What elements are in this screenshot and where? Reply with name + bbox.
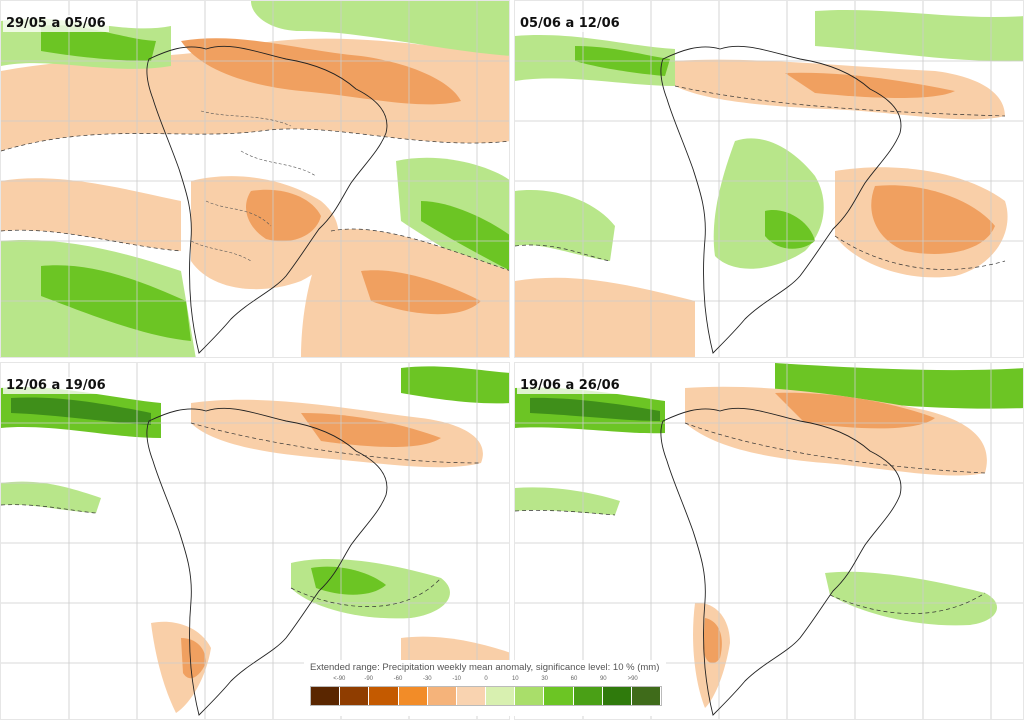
anomaly-field: [515, 9, 1023, 357]
legend-tick: -10: [452, 676, 462, 682]
dry-anomaly-southeast-strong: [361, 270, 481, 315]
dry-anomaly-south-tip-strong: [703, 618, 722, 664]
legend-title: Extended range: Precipitation weekly mea…: [310, 662, 660, 673]
dry-anomaly-south-atlantic-strong: [871, 185, 995, 254]
legend-swatch: [486, 687, 516, 705]
wet-anomaly-west: [515, 190, 615, 261]
map-panel-4: 19/06 a 26/06: [514, 362, 1024, 720]
legend-tick: -30: [422, 676, 432, 682]
significance-contour: [515, 85, 1006, 270]
panel-4-date-range: 19/06 a 26/06: [517, 377, 623, 394]
dry-anomaly-south-pacific: [515, 277, 695, 357]
legend-swatch: [602, 687, 632, 705]
wet-anomaly-south-atlantic-strong: [421, 201, 509, 270]
legend-tick: 30: [541, 676, 549, 682]
significance-contour: [515, 422, 986, 614]
south-america-coastline: [146, 45, 388, 354]
anomaly-field: [515, 363, 1023, 708]
legend-swatch: [573, 687, 603, 705]
dry-anomaly-south-tip-strong: [181, 638, 206, 679]
south-america-coastline: [660, 45, 902, 354]
legend-swatch: [369, 687, 399, 705]
legend-tick: -60: [393, 676, 403, 682]
map-panel-4-map: [515, 363, 1023, 719]
grid-lines: [515, 363, 1023, 719]
wet-anomaly-south-pacific-strong: [41, 265, 191, 341]
legend-tick: -90: [364, 676, 374, 682]
color-legend: Extended range: Precipitation weekly mea…: [304, 660, 666, 716]
panel-2-date-range: 05/06 a 12/06: [517, 15, 623, 32]
legend-swatch: [456, 687, 487, 705]
map-panel-3-map: [1, 363, 509, 719]
south-america-coastline: [660, 407, 902, 716]
wet-anomaly-top-right: [815, 9, 1023, 62]
legend-swatch: [544, 687, 574, 705]
wet-anomaly-strong-top: [41, 25, 156, 61]
panel-3-date-range: 12/06 a 19/06: [3, 377, 109, 394]
dry-anomaly-strong-north: [181, 38, 461, 105]
wet-anomaly-band-mid-left: [1, 481, 101, 513]
wet-anomaly-central: [713, 138, 824, 269]
wet-anomaly-central-strong: [765, 210, 815, 249]
wet-anomaly-top-right: [401, 366, 509, 404]
dry-anomaly-north: [685, 386, 987, 476]
map-panel-2-map: [515, 1, 1023, 357]
significance-contour: [1, 128, 509, 271]
wet-anomaly-band-top-left-dark: [530, 397, 660, 421]
legend-swatch: [427, 687, 457, 705]
dry-anomaly-north-strong: [785, 72, 955, 98]
legend-tick: <-90: [333, 676, 346, 682]
legend-swatch: [311, 687, 341, 705]
wet-anomaly-top-right: [251, 1, 509, 56]
dry-anomaly-central-strong: [246, 189, 321, 242]
wet-anomaly-south-atlantic: [825, 571, 997, 626]
legend-tick-row: <-90 -90 -60 -30 -10 0 10 30 60 90 >90: [310, 676, 662, 684]
south-america-coastline: [146, 407, 388, 716]
legend-tick: 90: [599, 676, 607, 682]
legend-tick: >90: [627, 676, 638, 682]
legend-tick: 10: [511, 676, 519, 682]
legend-color-bar: [310, 686, 662, 706]
country-borders: [190, 110, 317, 262]
dry-anomaly-southwest: [1, 178, 181, 251]
map-panel-1: 29/05 a 05/06: [0, 0, 510, 358]
legend-swatch: [398, 687, 428, 705]
anomaly-field: [1, 1, 509, 357]
legend-swatch: [515, 687, 545, 705]
wet-anomaly-south-atlantic-strong: [311, 566, 386, 595]
wet-anomaly-band-top-left-dark: [11, 397, 151, 425]
dry-anomaly-north-strong: [301, 413, 441, 447]
legend-tick: 0: [484, 676, 488, 682]
grid-lines: [1, 1, 509, 357]
grid-lines: [515, 1, 1023, 357]
legend-swatch: [340, 687, 370, 705]
wet-anomaly-band-mid-left: [515, 487, 620, 515]
map-panel-2: 05/06 a 12/06: [514, 0, 1024, 358]
significance-contour: [1, 422, 482, 607]
panel-1-date-range: 29/05 a 05/06: [3, 15, 109, 32]
map-panel-1-map: [1, 1, 509, 357]
legend-swatch: [631, 687, 662, 705]
legend-tick: 60: [570, 676, 578, 682]
